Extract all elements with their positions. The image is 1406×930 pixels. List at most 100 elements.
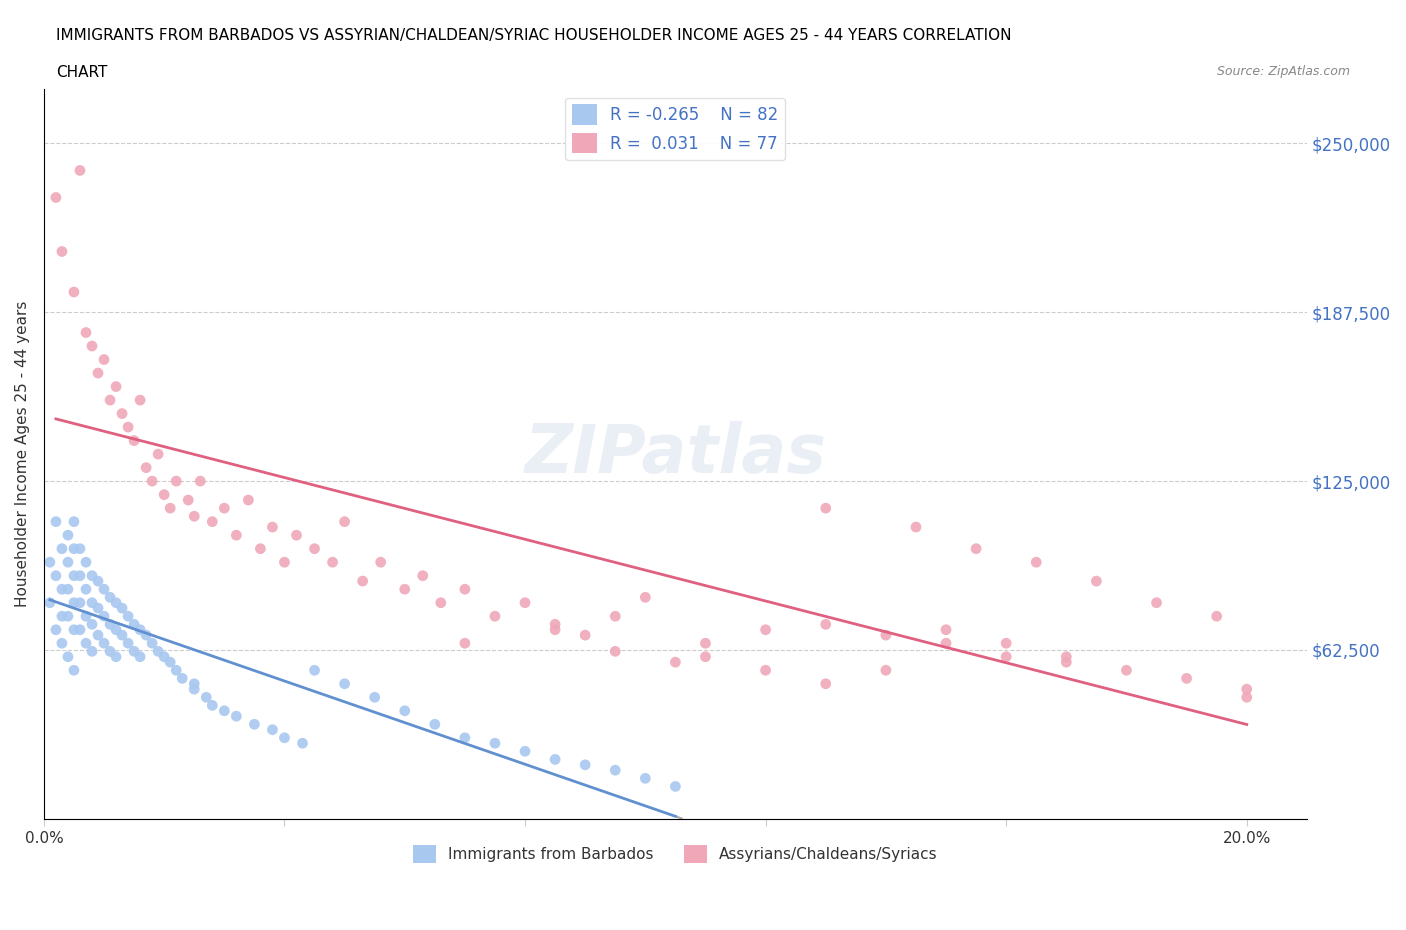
Point [51,636,73,651]
Point [87,601,110,616]
Point [304,541,326,556]
Point [63,514,86,529]
Point [51,609,73,624]
Point [225,527,247,542]
Y-axis label: Householder Income Ages 25 - 44 years: Householder Income Ages 25 - 44 years [15,301,30,607]
Point [75,609,97,624]
Point [153,649,176,664]
Point [513,744,536,759]
Point [1236,682,1258,697]
Point [38,595,60,610]
Point [262,723,284,737]
Point [454,730,477,745]
Point [814,500,837,515]
Point [875,663,897,678]
Point [965,541,987,556]
Point [333,676,356,691]
Point [159,655,181,670]
Point [93,352,115,367]
Point [273,555,295,570]
Point [1175,671,1198,685]
Point [80,617,103,631]
Point [75,582,97,597]
Point [322,555,344,570]
Point [98,392,121,407]
Point [935,636,957,651]
Point [875,628,897,643]
Point [93,609,115,624]
Point [605,609,627,624]
Point [38,555,60,570]
Point [1236,690,1258,705]
Point [1054,655,1077,670]
Point [291,736,314,751]
Point [111,628,134,643]
Point [56,609,79,624]
Point [69,568,91,583]
Point [484,609,506,624]
Point [352,574,374,589]
Point [45,514,67,529]
Point [238,493,260,508]
Point [755,663,778,678]
Point [1054,649,1077,664]
Point [165,663,187,678]
Point [304,663,326,678]
Text: CHART: CHART [56,65,108,80]
Point [183,509,205,524]
Point [69,622,91,637]
Point [87,365,110,380]
Point [243,717,266,732]
Point [249,541,271,556]
Point [75,326,97,340]
Point [80,568,103,583]
Point [122,617,145,631]
Point [904,520,927,535]
Point [146,446,169,461]
Point [159,500,181,515]
Point [63,285,86,299]
Point [69,163,91,178]
Point [69,541,91,556]
Point [63,622,86,637]
Point [370,555,392,570]
Point [45,190,67,205]
Point [183,676,205,691]
Point [93,636,115,651]
Point [80,644,103,658]
Point [56,527,79,542]
Text: ZIPatlas: ZIPatlas [524,421,827,487]
Point [1085,574,1108,589]
Point [117,609,139,624]
Point [75,555,97,570]
Point [45,622,67,637]
Point [63,663,86,678]
Point [285,527,308,542]
Point [1146,595,1168,610]
Point [117,419,139,434]
Point [117,636,139,651]
Point [195,690,218,705]
Point [98,617,121,631]
Point [605,763,627,777]
Point [51,541,73,556]
Point [664,779,686,794]
Point [93,582,115,597]
Point [188,473,211,488]
Point [755,622,778,637]
Point [214,500,236,515]
Point [201,698,224,712]
Point [56,582,79,597]
Point [634,771,657,786]
Point [664,655,686,670]
Point [98,590,121,604]
Point [111,601,134,616]
Point [544,622,567,637]
Point [105,649,128,664]
Point [80,595,103,610]
Point [995,649,1018,664]
Point [935,622,957,637]
Point [80,339,103,353]
Point [995,636,1018,651]
Point [56,555,79,570]
